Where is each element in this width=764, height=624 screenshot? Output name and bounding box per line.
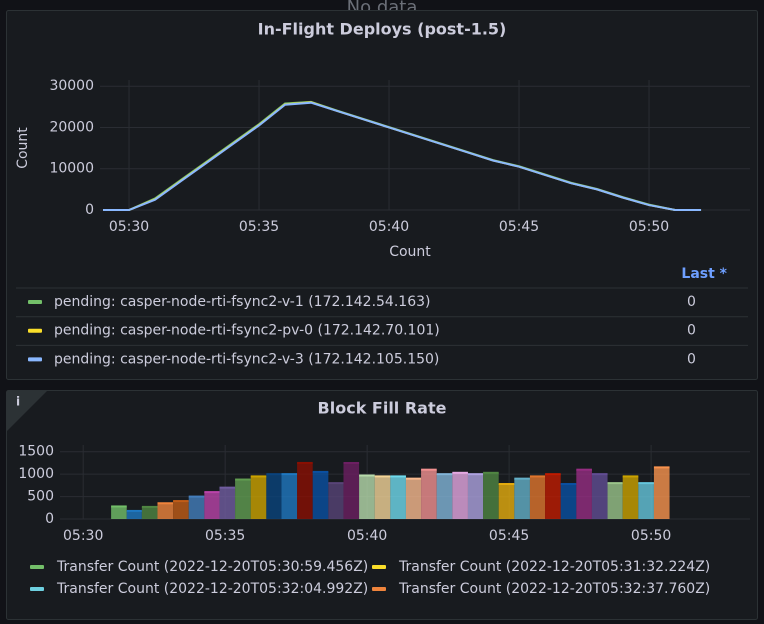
- bar: [328, 483, 344, 519]
- legend-marker: [372, 587, 386, 591]
- legend-marker: [30, 565, 44, 569]
- y-tick-label: 20000: [49, 119, 94, 135]
- bar: [235, 479, 251, 519]
- legend-marker: [30, 587, 44, 591]
- series-line: [103, 101, 702, 211]
- bar: [638, 483, 654, 519]
- legend-marker: [28, 357, 42, 362]
- bar: [343, 462, 360, 519]
- legend-marker: [28, 328, 42, 333]
- bar: [126, 510, 142, 519]
- bar: [281, 474, 298, 519]
- x-tick-label: 05:35: [239, 219, 279, 235]
- bar: [498, 484, 515, 519]
- legend-label[interactable]: pending: casper-node-rti-fsync2-v-3 (172…: [54, 351, 439, 367]
- y-tick-label: 1500: [18, 444, 54, 460]
- legend-label[interactable]: Transfer Count (2022-12-20T05:32:37.760Z…: [398, 581, 710, 597]
- panel-title: In-Flight Deploys (post-1.5): [258, 20, 507, 39]
- bar: [219, 487, 236, 519]
- bar: [452, 472, 468, 519]
- bar: [421, 469, 437, 519]
- y-tick-label: 10000: [49, 161, 94, 177]
- bar: [514, 478, 530, 519]
- legend-value: 0: [687, 323, 696, 339]
- x-tick-label: 05:45: [489, 528, 529, 544]
- bar: [312, 471, 329, 519]
- bar: [157, 503, 174, 519]
- y-tick-label: 500: [27, 489, 54, 505]
- bar: [622, 476, 639, 519]
- x-axis-label: Count: [389, 244, 431, 260]
- bar: [560, 484, 577, 519]
- x-tick-label: 05:45: [499, 219, 539, 235]
- legend-label[interactable]: Transfer Count (2022-12-20T05:32:04.992Z…: [56, 581, 368, 597]
- legend-value: 0: [687, 351, 696, 367]
- x-tick-label: 05:35: [205, 528, 245, 544]
- legend-label[interactable]: Transfer Count (2022-12-20T05:30:59.456Z…: [56, 559, 368, 575]
- bar: [436, 474, 453, 519]
- y-axis-label: Count: [15, 127, 31, 169]
- bar: [545, 474, 561, 519]
- bar: [467, 474, 484, 519]
- bar: [204, 492, 220, 519]
- x-tick-label: 05:40: [369, 219, 409, 235]
- bar: [591, 474, 608, 519]
- legend-marker: [28, 300, 42, 304]
- legend-marker: [372, 565, 386, 569]
- y-tick-label: 0: [85, 202, 94, 218]
- x-tick-label: 05:30: [63, 528, 103, 544]
- bar: [529, 476, 546, 519]
- bar: [607, 483, 623, 519]
- x-tick-label: 05:30: [109, 219, 149, 235]
- bar: [266, 474, 282, 519]
- bar: [297, 462, 313, 519]
- bar: [374, 476, 391, 519]
- legend-value: 0: [687, 294, 696, 310]
- y-tick-label: 0: [45, 511, 54, 527]
- bar: [483, 472, 499, 519]
- bar: [390, 476, 406, 519]
- bar: [405, 478, 422, 519]
- legend-label[interactable]: pending: casper-node-rti-fsync2-pv-0 (17…: [54, 323, 440, 339]
- info-corner[interactable]: [7, 391, 47, 431]
- x-tick-label: 05:40: [347, 528, 387, 544]
- panel-title: Block Fill Rate: [318, 399, 447, 418]
- bar: [576, 469, 592, 519]
- legend-label[interactable]: Transfer Count (2022-12-20T05:31:32.224Z…: [398, 559, 710, 575]
- bar: [141, 506, 158, 519]
- panel: [6, 10, 758, 380]
- legend-header[interactable]: Last *: [681, 266, 727, 282]
- bar: [188, 496, 205, 519]
- info-icon[interactable]: i: [16, 395, 20, 409]
- bar: [653, 467, 670, 519]
- x-tick-label: 05:50: [631, 528, 671, 544]
- bar: [111, 506, 127, 519]
- y-tick-label: 1000: [18, 466, 54, 482]
- x-tick-label: 05:50: [629, 219, 669, 235]
- y-tick-label: 30000: [49, 78, 94, 94]
- bar: [250, 476, 267, 519]
- bar: [173, 501, 189, 519]
- bar: [359, 475, 375, 519]
- legend-label[interactable]: pending: casper-node-rti-fsync2-v-1 (172…: [54, 294, 430, 310]
